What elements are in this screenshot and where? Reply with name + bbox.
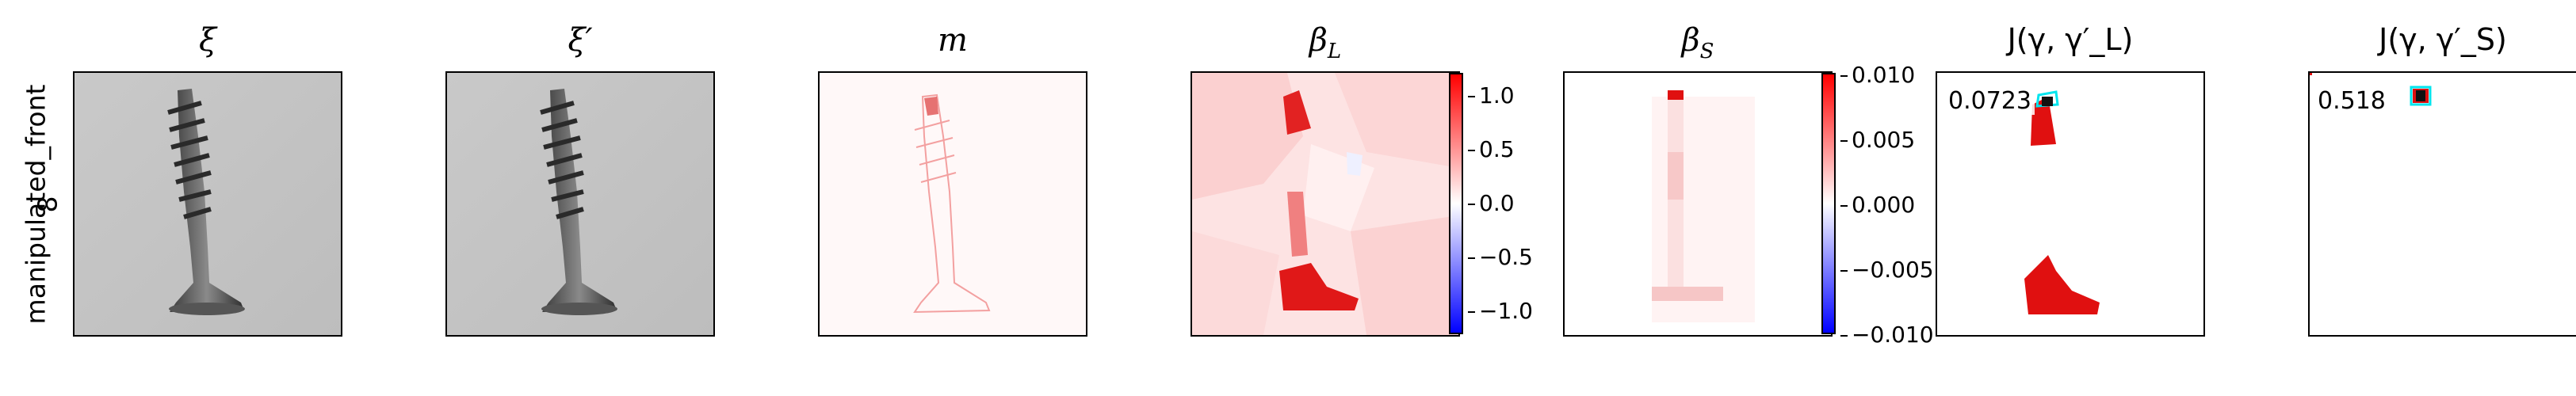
screw-shape	[540, 89, 617, 315]
jaccard-s-value: 0.518	[2314, 87, 2389, 115]
panel-j-l-map	[1936, 71, 2205, 337]
panel-beta-l-title: βL	[1309, 22, 1342, 63]
panel-j-l-title: J(γ, γ′_L)	[2007, 22, 2134, 57]
panel-j-s-title: J(γ, γ′_S)	[2379, 22, 2507, 57]
row-label-index: 8	[32, 196, 63, 212]
panel-xi-prime-image	[445, 71, 715, 337]
cbar-s-tick: −0.005	[1840, 257, 1934, 283]
panel-m-image	[818, 71, 1087, 337]
colorbar-beta-l	[1449, 73, 1463, 334]
screw-shape	[167, 89, 245, 315]
cbar-s-tick: 0.005	[1840, 127, 1916, 153]
cbar-s-tick: −0.010	[1840, 322, 1934, 348]
panel-beta-l-heatmap	[1191, 71, 1460, 337]
cbar-l-tick: 0.5	[1468, 136, 1515, 162]
colorbar-beta-s	[1821, 73, 1836, 334]
cbar-s-tick: 0.010	[1840, 62, 1916, 88]
cbar-s-tick: 0.000	[1840, 192, 1916, 218]
panel-m-title: m	[938, 22, 968, 59]
panel-beta-s-heatmap	[1563, 71, 1833, 337]
mask-outline	[913, 93, 991, 314]
panel-xi-title: ξ	[198, 22, 217, 59]
panel-xi-prime-title: ξ′	[568, 22, 593, 59]
cbar-l-tick: −0.5	[1468, 244, 1533, 270]
cbar-l-tick: −1.0	[1468, 298, 1533, 324]
cbar-l-tick: 0.0	[1468, 190, 1515, 216]
panel-xi-image	[73, 71, 342, 337]
panel-beta-s-title: βS	[1681, 22, 1714, 63]
cbar-l-tick: 1.0	[1468, 82, 1515, 109]
jaccard-l-value: 0.0723	[1945, 87, 2035, 115]
panel-j-s-map	[2308, 71, 2576, 337]
